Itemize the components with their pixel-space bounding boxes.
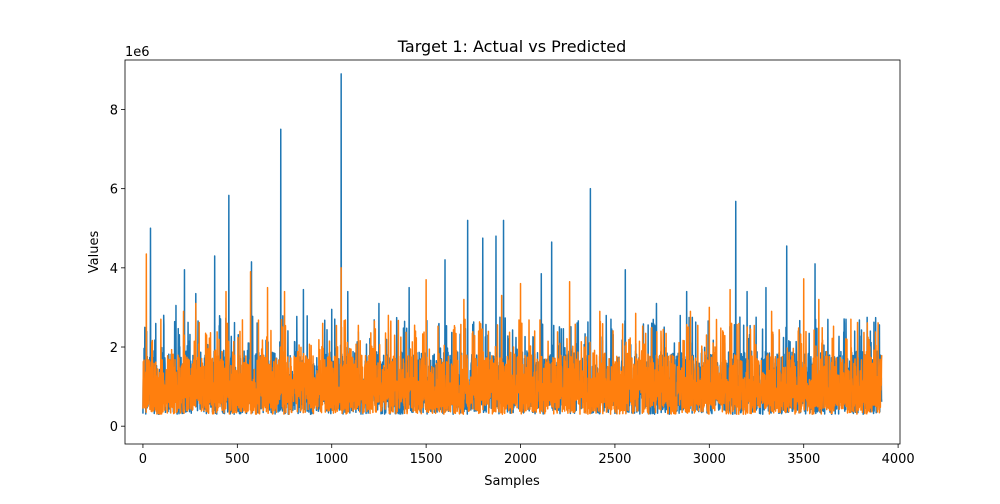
x-tick-label: 3500 <box>787 452 820 467</box>
y-axis-label: Values <box>87 231 102 274</box>
x-tick-label: 2000 <box>504 452 537 467</box>
y-tick-label: 8 <box>110 103 118 118</box>
x-tick-label: 0 <box>139 452 147 467</box>
x-tick-label: 2500 <box>598 452 631 467</box>
series-layer <box>142 73 883 416</box>
y-tick-label: 4 <box>110 262 118 277</box>
x-tick-label: 500 <box>225 452 250 467</box>
x-axis-label: Samples <box>484 474 540 489</box>
y-tick-label: 6 <box>110 183 118 198</box>
x-tick-label: 1500 <box>410 452 443 467</box>
y-tick-label: 0 <box>110 420 118 435</box>
x-axis: 0 500 1000 1500 2000 2500 3000 3500 4000 <box>139 444 915 467</box>
chart-title: Target 1: Actual vs Predicted <box>397 37 626 56</box>
y-tick-label: 2 <box>110 341 118 356</box>
series-line-predicted <box>142 253 883 416</box>
plot-frame <box>124 59 901 445</box>
x-tick-label: 3000 <box>693 452 726 467</box>
x-tick-label: 4000 <box>882 452 915 467</box>
x-tick-label: 1000 <box>315 452 348 467</box>
y-axis-offset-label: 1e6 <box>125 45 150 60</box>
y-axis: 0 2 4 6 8 <box>110 103 125 435</box>
